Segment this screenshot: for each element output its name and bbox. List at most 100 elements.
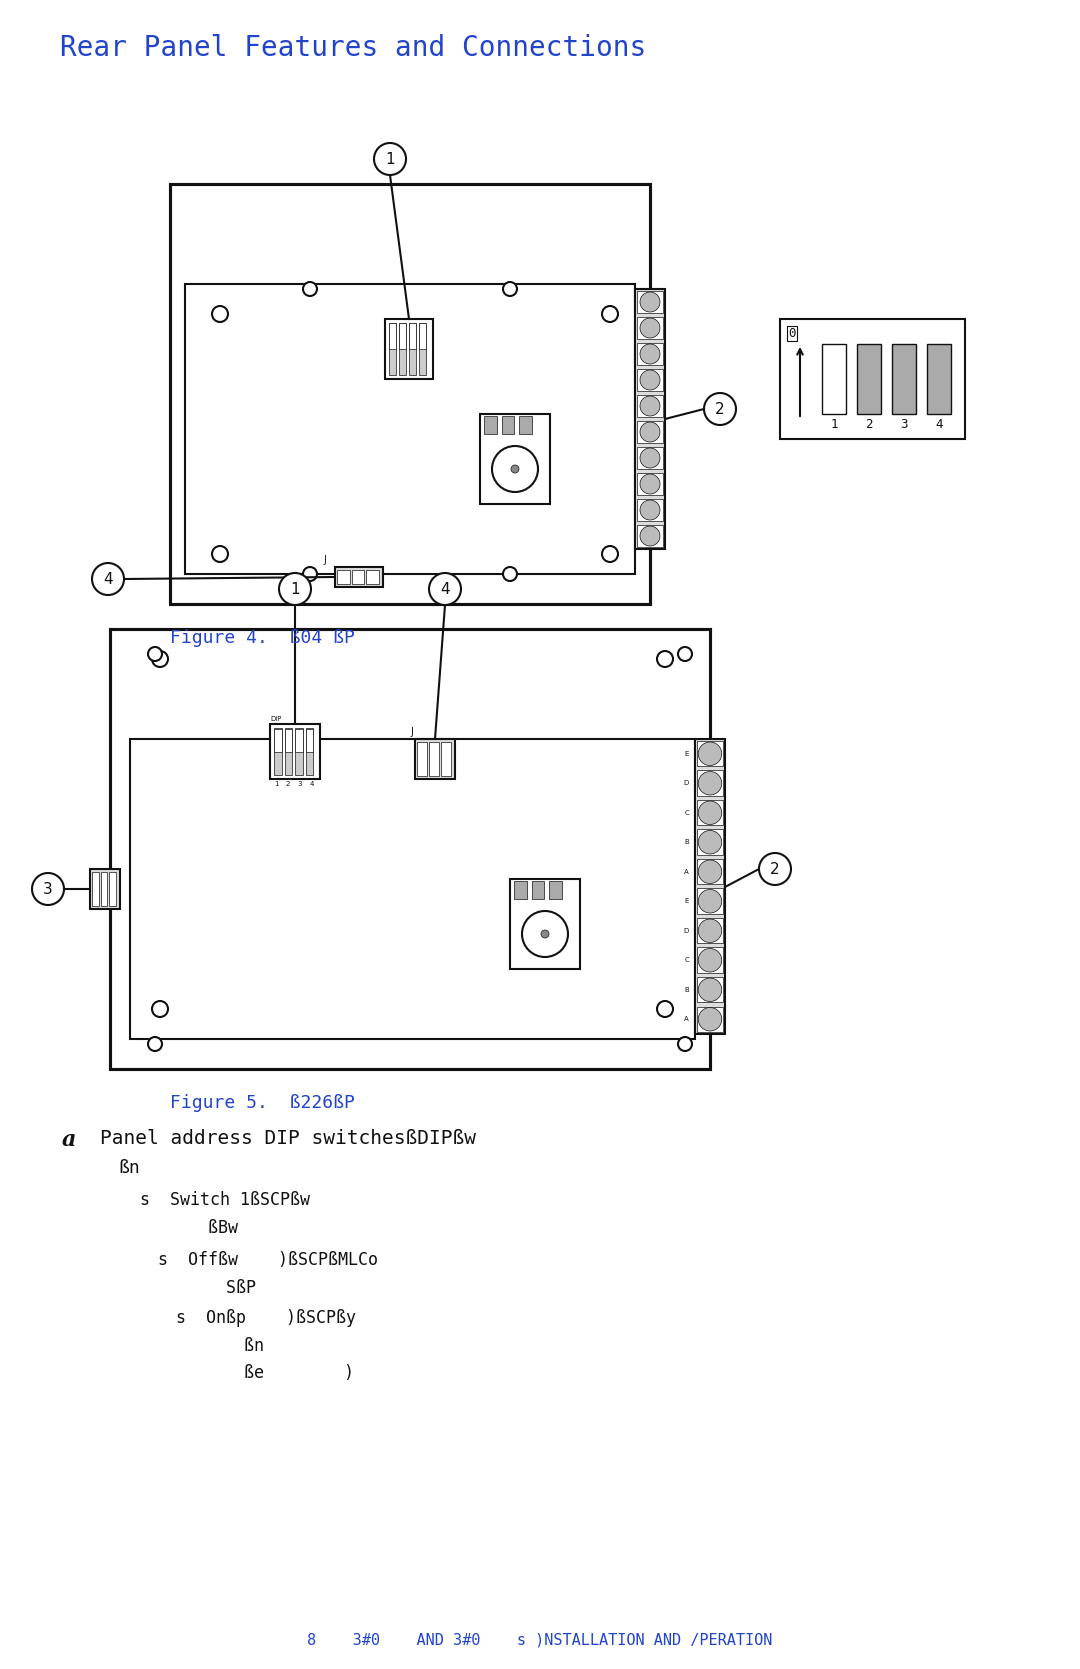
Bar bbox=[409, 324, 416, 349]
Circle shape bbox=[279, 572, 311, 604]
Text: D: D bbox=[684, 928, 689, 933]
Bar bbox=[270, 724, 320, 779]
Bar bbox=[337, 571, 350, 584]
Bar bbox=[399, 324, 406, 376]
Text: D: D bbox=[684, 779, 689, 786]
Text: ßBw: ßBw bbox=[158, 1218, 238, 1237]
Text: 2: 2 bbox=[286, 781, 291, 788]
Circle shape bbox=[152, 1001, 168, 1016]
Bar bbox=[295, 729, 302, 753]
Circle shape bbox=[640, 344, 660, 364]
Bar bbox=[637, 499, 663, 521]
Bar bbox=[510, 880, 580, 970]
Circle shape bbox=[759, 853, 791, 885]
Circle shape bbox=[640, 319, 660, 339]
Text: E: E bbox=[685, 898, 689, 905]
Bar bbox=[635, 289, 665, 549]
Bar bbox=[415, 739, 455, 779]
Bar bbox=[417, 743, 427, 776]
Bar bbox=[697, 741, 723, 766]
Bar bbox=[419, 324, 426, 349]
Circle shape bbox=[699, 948, 721, 971]
Bar bbox=[274, 728, 282, 774]
Bar bbox=[480, 414, 550, 504]
Bar bbox=[185, 284, 635, 574]
Bar bbox=[697, 799, 723, 826]
Bar bbox=[100, 871, 107, 906]
Bar bbox=[419, 324, 426, 376]
Text: ße        ): ße ) bbox=[194, 1364, 354, 1382]
Circle shape bbox=[640, 526, 660, 546]
Bar bbox=[274, 729, 282, 753]
Circle shape bbox=[429, 572, 461, 604]
Text: 2: 2 bbox=[770, 861, 780, 876]
Bar bbox=[519, 416, 531, 434]
Bar bbox=[531, 881, 544, 900]
Bar bbox=[697, 948, 723, 973]
Circle shape bbox=[32, 873, 64, 905]
Text: 4: 4 bbox=[104, 571, 112, 586]
Circle shape bbox=[699, 978, 721, 1001]
Text: 0: 0 bbox=[788, 327, 796, 340]
Text: ßn: ßn bbox=[118, 1158, 139, 1177]
Bar bbox=[858, 344, 881, 414]
Circle shape bbox=[640, 474, 660, 494]
Text: s  Switch 1ßSCPßw: s Switch 1ßSCPßw bbox=[140, 1192, 310, 1208]
Circle shape bbox=[511, 466, 519, 472]
Bar bbox=[399, 324, 406, 349]
Text: Panel address DIP switchesßDIPßw: Panel address DIP switchesßDIPßw bbox=[100, 1128, 476, 1148]
Text: 3: 3 bbox=[298, 781, 302, 788]
Text: 3: 3 bbox=[901, 417, 908, 431]
Circle shape bbox=[699, 801, 721, 824]
Bar bbox=[389, 324, 396, 376]
Bar bbox=[637, 317, 663, 339]
Bar bbox=[697, 918, 723, 943]
Text: Figure 4.  ß04 ßP: Figure 4. ß04 ßP bbox=[170, 629, 355, 648]
Bar bbox=[550, 881, 562, 900]
Bar bbox=[637, 396, 663, 417]
Text: s  Offßw    )ßSCPßMLCo: s Offßw )ßSCPßMLCo bbox=[158, 1252, 378, 1268]
Text: 4: 4 bbox=[935, 417, 943, 431]
Text: B: B bbox=[685, 840, 689, 845]
Text: 2: 2 bbox=[865, 417, 873, 431]
Circle shape bbox=[640, 396, 660, 416]
Circle shape bbox=[602, 546, 618, 562]
Text: A: A bbox=[685, 1016, 689, 1021]
Bar bbox=[409, 324, 416, 376]
Text: B: B bbox=[685, 986, 689, 993]
Bar bbox=[130, 739, 696, 1040]
Text: 1: 1 bbox=[291, 581, 300, 596]
Text: 3: 3 bbox=[43, 881, 53, 896]
Circle shape bbox=[212, 546, 228, 562]
Circle shape bbox=[303, 282, 318, 295]
Text: J: J bbox=[410, 728, 414, 738]
Bar bbox=[90, 870, 120, 910]
Text: C: C bbox=[685, 809, 689, 816]
Bar bbox=[502, 416, 514, 434]
Circle shape bbox=[503, 567, 517, 581]
Bar bbox=[892, 344, 916, 414]
Circle shape bbox=[704, 392, 735, 426]
Circle shape bbox=[699, 920, 721, 943]
Circle shape bbox=[374, 144, 406, 175]
Text: Rear Panel Features and Connections: Rear Panel Features and Connections bbox=[60, 33, 646, 62]
Text: 8    3#0    AND 3#0    s )NSTALLATION AND /PERATION: 8 3#0 AND 3#0 s )NSTALLATION AND /PERATI… bbox=[308, 1632, 772, 1647]
Bar bbox=[637, 472, 663, 496]
Bar bbox=[637, 369, 663, 391]
Text: 4: 4 bbox=[310, 781, 314, 788]
Text: J: J bbox=[324, 556, 326, 566]
Bar bbox=[352, 571, 364, 584]
Bar bbox=[637, 526, 663, 547]
Circle shape bbox=[640, 447, 660, 467]
Bar bbox=[284, 729, 292, 753]
Bar bbox=[697, 771, 723, 796]
Circle shape bbox=[699, 743, 721, 766]
Circle shape bbox=[503, 282, 517, 295]
Circle shape bbox=[303, 567, 318, 581]
Circle shape bbox=[640, 292, 660, 312]
Bar bbox=[637, 421, 663, 442]
Bar bbox=[514, 881, 527, 900]
Bar bbox=[484, 416, 497, 434]
Text: 1: 1 bbox=[273, 781, 279, 788]
Text: SßP: SßP bbox=[176, 1278, 256, 1297]
